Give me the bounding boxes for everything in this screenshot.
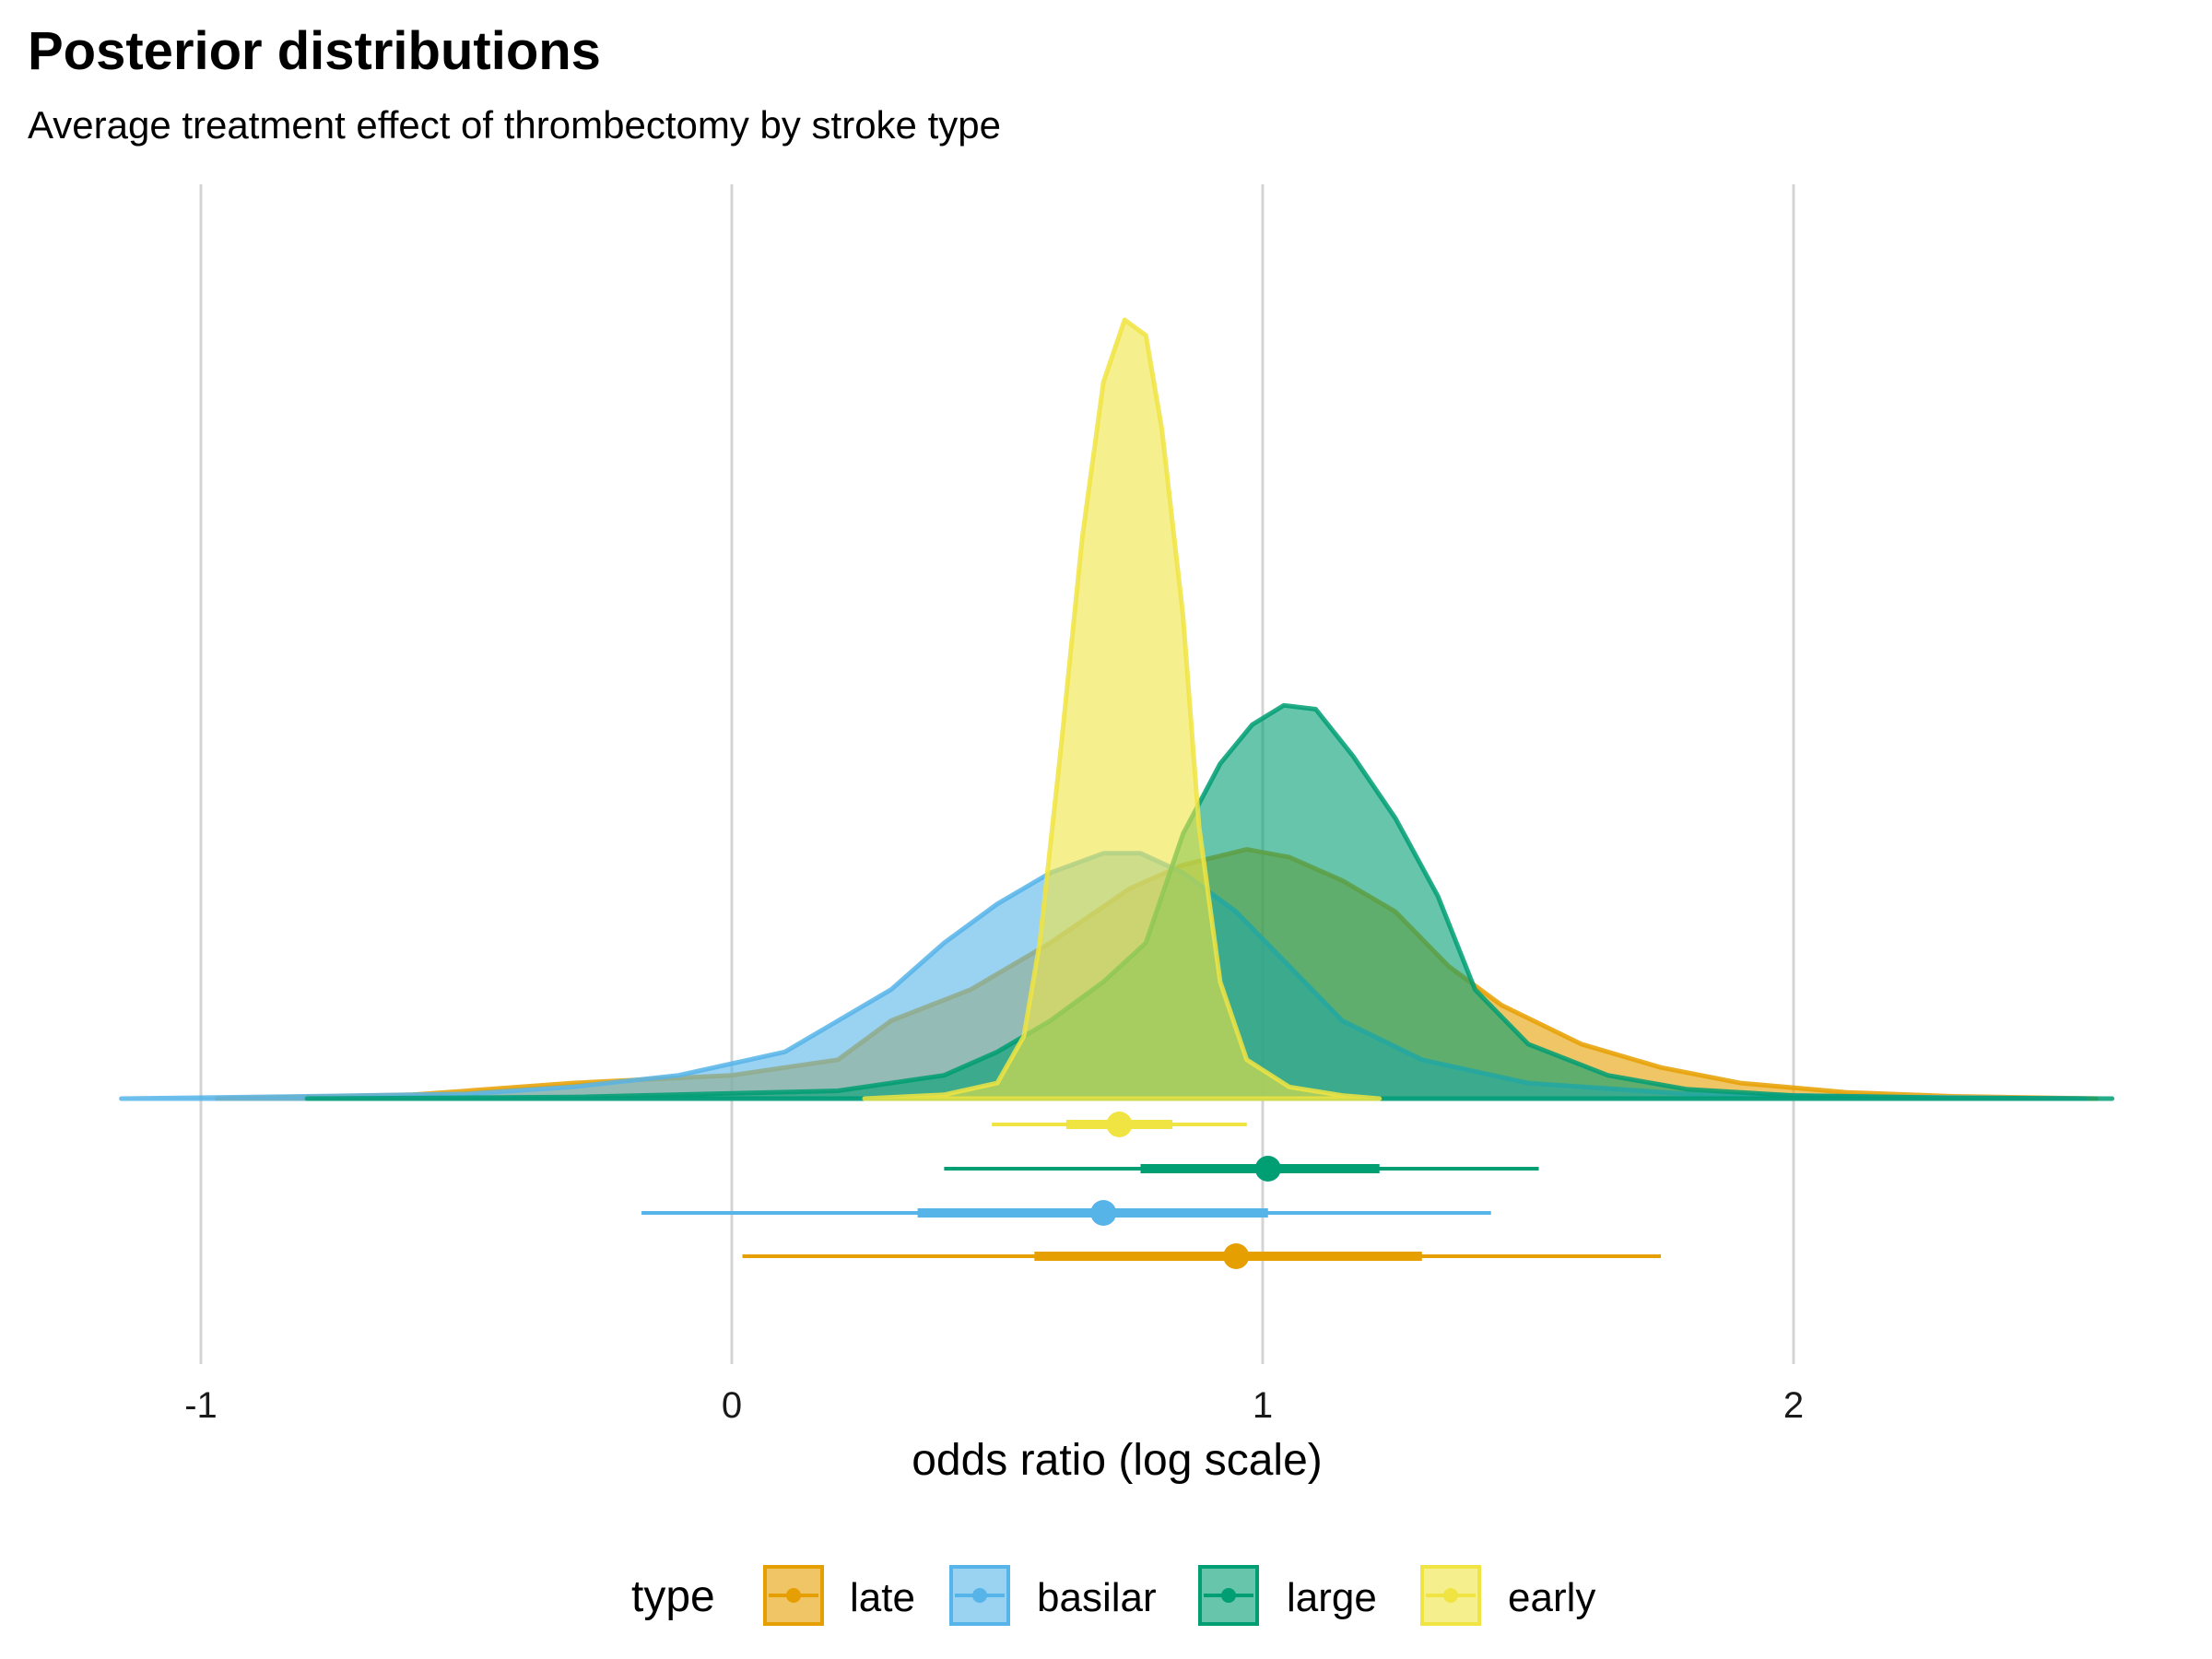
legend-label-early: early: [1508, 1575, 1595, 1620]
legend-key-point: [1443, 1588, 1458, 1603]
legend-item-large: large: [1198, 1565, 1377, 1626]
legend-key-point: [1221, 1588, 1236, 1603]
legend-label-large: large: [1287, 1575, 1377, 1620]
density-layer: [119, 317, 2115, 1101]
median-point-late: [1223, 1243, 1250, 1269]
density-early: [862, 317, 1382, 1101]
x-tick-label: 1: [1253, 1385, 1273, 1426]
legend-item-late: late: [763, 1565, 915, 1626]
legend-title: type: [631, 1572, 715, 1621]
legend-item-early: early: [1420, 1565, 1595, 1626]
legend-label-late: late: [850, 1575, 915, 1620]
x-tick-label: 0: [722, 1385, 742, 1426]
median-point-early: [1106, 1112, 1133, 1137]
median-point-basilar: [1090, 1200, 1117, 1226]
legend-label-basilar: basilar: [1037, 1575, 1157, 1620]
x-axis-title: odds ratio (log scale): [912, 1436, 1323, 1485]
legend-key-point: [786, 1588, 801, 1603]
chart-title: Posterior distributions: [28, 21, 601, 81]
legend-item-basilar: basilar: [949, 1565, 1157, 1626]
tick-layer: -1 0 1 2: [184, 1385, 1804, 1426]
interval-layer: [641, 1112, 1661, 1269]
x-tick-label: -1: [184, 1385, 218, 1426]
x-tick-label: 2: [1783, 1385, 1804, 1426]
legend-key-point: [972, 1588, 987, 1603]
median-point-large: [1254, 1156, 1281, 1182]
grid-layer: [199, 184, 1795, 1364]
legend: type late basilar large early: [631, 1565, 1595, 1626]
chart-subtitle: Average treatment effect of thrombectomy…: [28, 103, 1001, 147]
